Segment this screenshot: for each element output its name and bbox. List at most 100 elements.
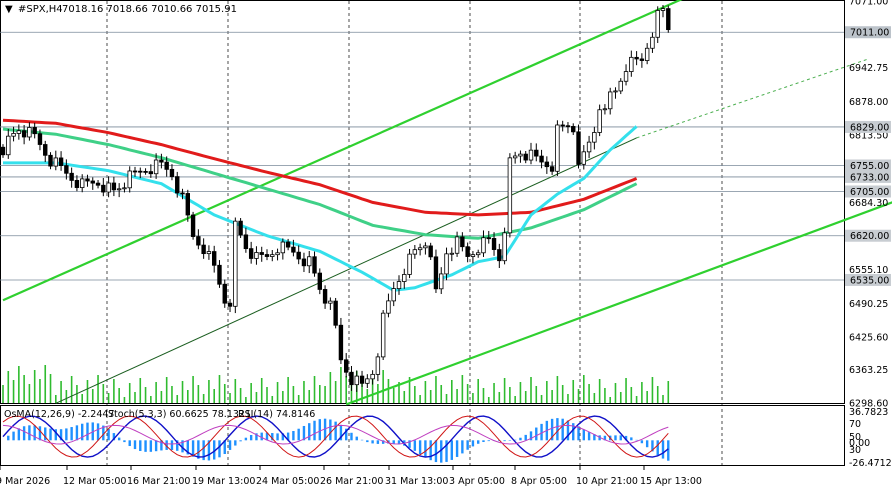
vertical-gridlines [106,1,723,465]
stoch-main-line [2,415,669,458]
candle-body [343,359,349,373]
rsi-line [2,424,669,445]
candle-body [69,172,74,181]
candle-body [660,8,666,11]
candle-body [0,146,6,156]
candle-body [307,256,312,267]
candle-body [201,244,206,255]
level-tag-label: 6535.00 [850,275,889,286]
candle-body [101,184,106,193]
level-tag-box [845,159,891,172]
moving-averages [2,118,638,292]
candle-body [396,281,402,290]
candle-body [402,274,407,282]
price-axis-label: 6490.25 [849,299,888,310]
level-tag-label: 6755.00 [850,161,889,172]
price-axis-label: 6684.30 [849,198,888,209]
candle-body [312,256,317,274]
candle-body [132,170,138,173]
candle-body [32,127,37,135]
candle-body [285,241,291,248]
candle-body [238,220,243,236]
level-tag-box [845,170,891,183]
time-axis-label: 12 Mar 05:00 [63,476,126,487]
candle-body [175,176,180,194]
candle-body [138,170,143,173]
candle-body [433,256,439,290]
channel-line-median-extension [636,58,870,139]
candle-body [565,125,571,128]
candle-body [111,182,117,191]
candle-body [217,264,222,285]
candle-body [618,80,623,92]
candle-body [301,258,307,267]
candle-body [153,159,159,175]
candle-body [639,58,645,61]
candle-body [460,236,465,248]
candle-body [470,254,476,257]
candle-body [375,356,381,375]
candle-body [127,170,132,189]
candle-body [449,252,454,255]
candle-body [454,236,460,254]
candle-body [338,324,344,361]
candle-body [644,47,650,61]
price-axis: 7071.00 6942.75 6878.00 6813.50 6684.30 6555.… [849,0,888,410]
candle-body [74,180,80,188]
candle-body [417,247,423,251]
level-tag-label: 6829.00 [850,122,889,133]
price-axis-label: 6363.25 [849,365,888,376]
candlesticks [0,4,671,392]
candle-body [259,252,264,255]
candle-body [190,214,196,237]
indicator-axis-label: 50 [849,432,861,443]
candle-body [80,178,85,188]
indicator-pane-frame [0,405,845,466]
indicator-axis-label: 0.00 [849,438,870,449]
candle-body [412,249,418,255]
volume-bars [2,365,670,403]
level-tag-box [845,120,891,133]
candle-body [90,180,95,184]
ema-slow-line [2,118,638,217]
candle-body [317,272,322,290]
indicator-axis-label: 30 [849,445,861,456]
channel-line-lower [345,201,892,406]
candle-body [491,238,497,250]
candle-body [518,153,523,157]
candle-body [534,149,539,157]
candle-body [164,161,169,170]
candle-body [354,375,359,386]
candle-body [64,165,69,174]
candle-body [106,182,111,193]
price-axis-label: 6878.00 [849,97,888,108]
candle-body [185,193,190,216]
time-axis-label: 10 Apr 21:00 [576,476,638,487]
level-tag-label: 6620.00 [850,231,889,242]
candle-body [528,149,534,161]
time-axis-label: 8 Apr 05:00 [511,476,567,487]
rsi-label: RSI(14) 74.8146 [238,409,315,420]
collapse-arrow-icon[interactable]: ▼ [5,4,13,15]
candle-body [444,253,449,275]
candle-body [423,245,428,249]
price-axis-label: 6942.75 [849,63,888,74]
candle-body [486,237,491,240]
candle-body [21,130,27,138]
candle-body [349,371,354,386]
stoch-signal-line [2,415,669,458]
candle-body [386,300,391,314]
channel-line-median [55,137,637,404]
price-axis-label: 6298.60 [849,399,888,410]
candle-body [592,132,597,143]
candle-body [248,248,254,259]
time-axis: 9 Mar 2026 12 Mar 05:00 16 Mar 21:00 19 Mar… [0,466,702,487]
candle-body [613,90,618,93]
candle-body [380,312,386,358]
candle-body [507,157,513,234]
candle-body [650,36,655,49]
candle-body [481,237,486,254]
candle-body [333,300,338,326]
